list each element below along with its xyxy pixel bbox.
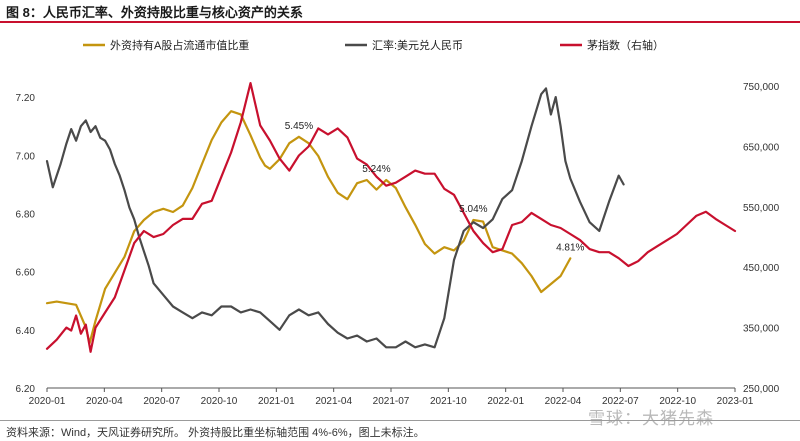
y-left-tick-label: 7.20 [16,93,36,104]
y-right-tick-label: 450,000 [743,263,780,274]
legend-label: 茅指数（右轴） [587,38,664,52]
chart-title: 图 8：人民币汇率、外资持股比重与核心资产的关系 [6,5,303,20]
annotation-label: 5.24% [362,164,390,175]
x-tick-label: 2022-04 [545,396,582,407]
source-rule [0,420,800,421]
y-left-tick-label: 6.20 [16,384,36,395]
series-line [45,110,572,345]
series-line [45,82,737,353]
x-tick-label: 2020-10 [201,396,238,407]
x-tick-label: 2021-04 [315,396,352,407]
annotation-label: 5.45% [285,121,313,132]
annotation-label: 4.81% [556,242,584,253]
y-right-tick-label: 350,000 [743,324,780,335]
chart-svg: 外资持有A股占流通市值比重 汇率:美元兑人民币 茅指数（右轴） 2020-01 202… [16,38,780,407]
legend-label: 外资持有A股占流通市值比重 [110,38,249,52]
x-tick-label: 2022-10 [659,396,696,407]
axes-layer: 2020-01 2020-04 2020-07 2020-10 2021-01 2021-… [16,82,780,407]
x-tick-label: 2021-07 [373,396,410,407]
x-tick-label: 2020-07 [143,396,180,407]
x-tick-label: 2020-01 [29,396,66,407]
legend-label: 汇率:美元兑人民币 [372,38,463,52]
series-layer [45,82,737,353]
y-left-tick-label: 6.60 [16,268,36,279]
x-tick-label: 2022-01 [487,396,524,407]
y-right-tick-label: 550,000 [743,203,780,214]
x-tick-label: 2022-07 [602,396,639,407]
annotation-label: 5.04% [459,204,487,215]
y-left-tick-label: 7.00 [16,151,36,162]
source-note: 资料来源：Wind，天风证券研究所。 外资持股比重坐标轴范围 4%-6%，图上未… [6,427,425,439]
series-line [45,87,625,349]
y-right-tick-label: 750,000 [743,82,780,93]
annotation-layer: 5.45% 5.24% 5.04% 4.81% [285,121,585,254]
legend: 外资持有A股占流通市值比重 汇率:美元兑人民币 茅指数（右轴） [83,38,664,52]
watermark: 雪球：大猪先森 [588,409,714,428]
title-rule [0,21,800,23]
y-left-tick-label: 6.80 [16,209,36,220]
y-right-tick-label: 250,000 [743,384,780,395]
x-tick-label: 2021-10 [430,396,467,407]
x-tick-label: 2021-01 [258,396,295,407]
x-tick-label: 2023-01 [717,396,754,407]
x-tick-label: 2020-04 [86,396,123,407]
y-right-tick-label: 650,000 [743,142,780,153]
y-left-tick-label: 6.40 [16,326,36,337]
